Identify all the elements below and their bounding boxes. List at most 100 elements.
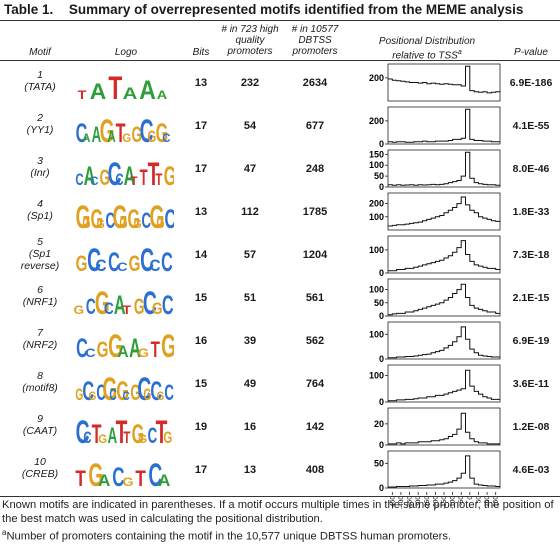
bits-cell: 15 xyxy=(194,378,208,390)
logo-letter: G xyxy=(161,330,174,362)
positional-distribution-plot: 0 100 xyxy=(369,235,501,278)
y-tick-label: 50 xyxy=(374,458,384,468)
sequence-logo: CAAGATGGCGGC xyxy=(74,107,174,147)
logo-letter: C xyxy=(115,170,124,189)
motif-name: (CAAT) xyxy=(22,425,58,437)
motif-name: (NRF2) xyxy=(22,339,58,351)
logo-letter: C xyxy=(116,260,128,274)
header-positional: Positional Distribution relative to TSSa xyxy=(352,36,502,61)
logo-letter: G xyxy=(143,385,152,404)
y-tick-label: 20 xyxy=(374,419,384,429)
logo-letter: A xyxy=(114,290,126,319)
bits-cell: 17 xyxy=(194,163,208,175)
logo-letter: C xyxy=(136,371,151,405)
logo-letters: TGACGTCA xyxy=(74,459,170,491)
logo-letter: C xyxy=(75,170,84,189)
logo-letter: C xyxy=(141,208,152,233)
sequence-logo: CACGCCATTTTG xyxy=(74,150,174,190)
logo-letter: G xyxy=(99,113,115,147)
series-line xyxy=(388,412,500,445)
plot-frame xyxy=(387,364,501,403)
logo-letter: A xyxy=(123,161,136,190)
logo-letter: C xyxy=(86,242,101,276)
logo-letter: A xyxy=(129,333,142,362)
logo-letter: G xyxy=(147,127,157,146)
x-tick-label: -400 xyxy=(398,496,405,509)
y-tick-label: 100 xyxy=(369,371,384,381)
motif-label: 1 (TATA) xyxy=(0,69,80,93)
header-pos-line2: relative to TSS xyxy=(392,50,458,62)
footnote-line1: Known motifs are indicated in parenthese… xyxy=(2,499,554,525)
logo-letter: G xyxy=(131,419,145,448)
y-tick-label: 100 xyxy=(369,245,384,255)
table-caption: Table 1. Summary of overrepresented moti… xyxy=(4,2,523,17)
plot-frame xyxy=(387,192,501,231)
logo-letter: G xyxy=(102,371,118,405)
logo-letter: C xyxy=(85,294,96,319)
logo-letter: G xyxy=(75,251,88,276)
y-tick-label: 0 xyxy=(379,268,384,278)
logo-letter: G xyxy=(137,346,149,360)
table-row: 3(Inr)CACGCCATTTTG17472488.0E-4605010015… xyxy=(0,148,560,195)
motif-name: (Inr) xyxy=(30,167,50,179)
bits-cell: 19 xyxy=(194,421,208,433)
motif-label: 8 (motif8) xyxy=(0,370,80,394)
logo-letter: G xyxy=(164,163,174,190)
y-tick-label: 0 xyxy=(379,311,384,321)
y-tick-label: 0 xyxy=(379,397,384,407)
header-logo: Logo xyxy=(114,47,138,58)
pvalue-cell: 2.1E-15 xyxy=(512,292,550,304)
logo-letter: A xyxy=(157,471,171,490)
logo-letter: A xyxy=(156,88,168,102)
dbtss-count-cell: 408 xyxy=(305,464,325,476)
pvalue-cell: 4.1E-55 xyxy=(512,120,550,132)
logo-letter: C xyxy=(108,247,120,276)
y-tick-label: 50 xyxy=(374,298,384,308)
motif-label: 4 (Sp1) xyxy=(0,198,80,222)
footnote: Known motifs are indicated in parenthese… xyxy=(2,498,558,544)
logo-letters: T ATAAA xyxy=(74,72,170,104)
logo-letter: A xyxy=(139,75,156,104)
table-row: 8 (motif8) GCGCGCGCGCGCGC 15 49 764 3.6E-11 0 10… xyxy=(0,363,560,410)
bits-cell: 17 xyxy=(194,464,208,476)
logo-letter: T xyxy=(123,428,131,447)
logo-letter: G xyxy=(127,204,140,233)
logo-letter: C xyxy=(162,131,171,145)
bits-cell: 16 xyxy=(194,335,208,347)
table-row: 10 (CREB) TGACGTCA 17 13 408 4.6E-03 0 50 xyxy=(0,449,560,496)
sequence-logo: GCGCAT GCGC xyxy=(74,279,174,319)
hq-count-cell: 112 xyxy=(241,206,259,218)
plot-frame xyxy=(387,149,501,188)
header-hq-line1: # in 723 high xyxy=(221,24,279,35)
dbtss-count-cell: 248 xyxy=(305,163,325,175)
logo-letter: T xyxy=(130,174,138,188)
motif-number: 10 xyxy=(34,456,46,468)
table-row: 1 (TATA) T ATAAA 13 232 2634 6.9E-186 200 xyxy=(0,62,560,109)
bits-cell: 14 xyxy=(194,249,208,261)
sequence-logo: T ATAAA xyxy=(74,64,174,104)
header-pos-line1: Positional Distribution xyxy=(378,36,476,47)
logo-letter: C xyxy=(162,290,174,319)
motif-label: 9 (CAAT) xyxy=(0,413,80,437)
top-rule xyxy=(0,20,560,21)
x-tick-label: -200 xyxy=(432,496,439,509)
x-tick-label: -300 xyxy=(415,496,422,509)
logo-letter: C xyxy=(95,380,106,405)
hq-count-cell: 39 xyxy=(243,335,257,347)
positional-distribution-plot: 0 200 xyxy=(369,106,501,149)
x-tick-label: 0 xyxy=(467,496,474,500)
hq-count-cell: 232 xyxy=(240,77,260,89)
series-line xyxy=(388,151,500,186)
series-line xyxy=(388,455,500,488)
logo-letter: A xyxy=(89,79,107,104)
motif-name: (YY1) xyxy=(26,124,54,136)
logo-letter: C xyxy=(83,428,92,447)
motif-name: (CREB) xyxy=(21,468,59,480)
table-row: 2 (YY1) CAAGATGGCGGC 17 54 677 4.1E-55 0 200 xyxy=(0,105,560,152)
logo-letter: G xyxy=(95,285,111,319)
header-hq-line3: promoters xyxy=(227,46,273,57)
y-tick-label: 100 xyxy=(369,285,384,295)
series-line xyxy=(388,108,500,143)
